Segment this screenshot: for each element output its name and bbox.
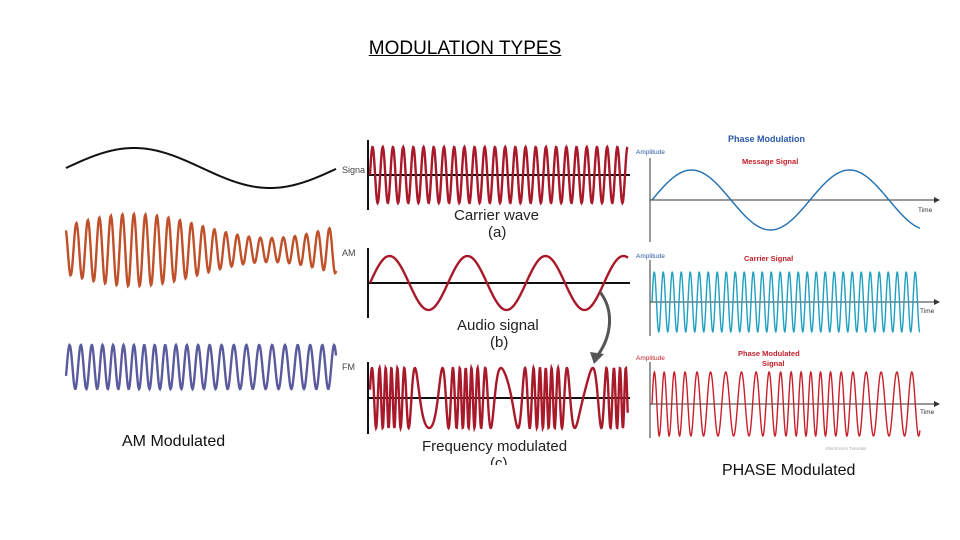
audio-signal-label: Audio signal bbox=[457, 317, 539, 334]
curved-arrow-icon bbox=[596, 291, 612, 356]
frequency-modulated-wave bbox=[368, 363, 629, 433]
carrier-amplitude-label: Amplitude bbox=[636, 253, 665, 260]
carrier-time-label: Time bbox=[920, 308, 935, 315]
phase-modulated-caption: PHASE Modulated bbox=[722, 462, 856, 479]
carrier-axis-arrow-icon bbox=[934, 299, 940, 305]
carrier-wave bbox=[368, 144, 629, 206]
phase-modulation-figure: Phase Modulation Amplitude Message Signa… bbox=[636, 134, 940, 451]
message-time-label: Time bbox=[918, 207, 933, 214]
slide-title: MODULATION TYPES bbox=[368, 38, 562, 59]
frequency-modulation-figure: Carrier wave (a) Audio signal (b) Freque… bbox=[367, 140, 630, 465]
carrier-signal-label: Carrier Signal bbox=[744, 254, 793, 263]
pm-axis-arrow-icon bbox=[934, 401, 940, 407]
fm-modulated-wave bbox=[64, 342, 338, 392]
message-axis-arrow-icon bbox=[934, 197, 940, 203]
message-signal-wave bbox=[65, 146, 337, 190]
message-amplitude-label: Amplitude bbox=[636, 149, 665, 156]
fm-label: FM bbox=[342, 362, 355, 372]
phase-modulated-wave bbox=[651, 370, 921, 438]
frequency-modulated-tag: (c) bbox=[490, 455, 508, 465]
watermark: Electronics Tutorials bbox=[826, 446, 867, 451]
audio-signal-wave bbox=[368, 254, 629, 312]
am-label: AM bbox=[342, 248, 356, 258]
pm-amplitude-label: Amplitude bbox=[636, 355, 665, 362]
am-modulated-wave bbox=[64, 211, 338, 289]
frequency-modulated-label: Frequency modulated bbox=[422, 438, 567, 455]
signal-label: Signa bbox=[342, 165, 365, 175]
carrier-signal-wave bbox=[651, 271, 921, 333]
pm-time-label: Time bbox=[920, 409, 935, 416]
am-modulated-caption: AM Modulated bbox=[122, 433, 226, 450]
carrier-wave-tag: (a) bbox=[488, 224, 506, 241]
pm-signal-label-line2: Signal bbox=[762, 359, 785, 368]
message-signal-label: Message Signal bbox=[742, 157, 798, 166]
audio-signal-tag: (b) bbox=[490, 334, 508, 351]
arrow-head-icon bbox=[590, 352, 604, 364]
message-signal-wave bbox=[651, 169, 921, 231]
pm-signal-label-line1: Phase Modulated bbox=[738, 349, 800, 358]
phase-modulation-title: Phase Modulation bbox=[728, 134, 805, 144]
am-fm-waveform-figure: Signa AM FM bbox=[64, 146, 365, 392]
carrier-wave-label: Carrier wave bbox=[454, 207, 539, 224]
